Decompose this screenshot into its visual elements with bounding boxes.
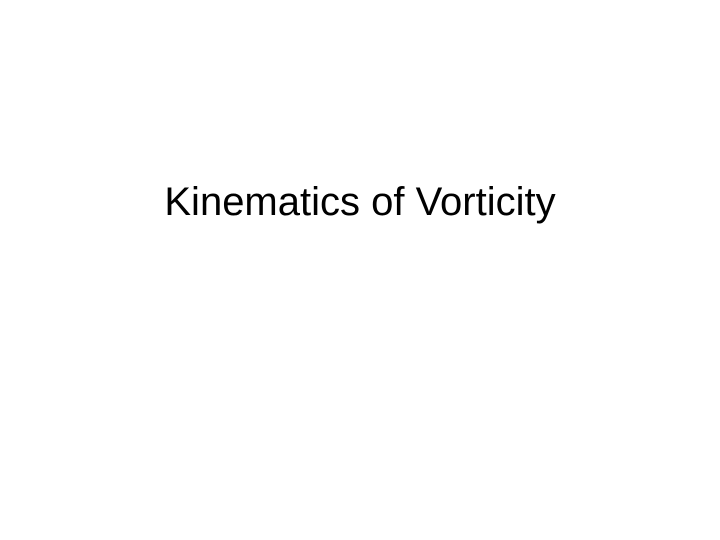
slide-title: Kinematics of Vorticity — [164, 180, 555, 225]
